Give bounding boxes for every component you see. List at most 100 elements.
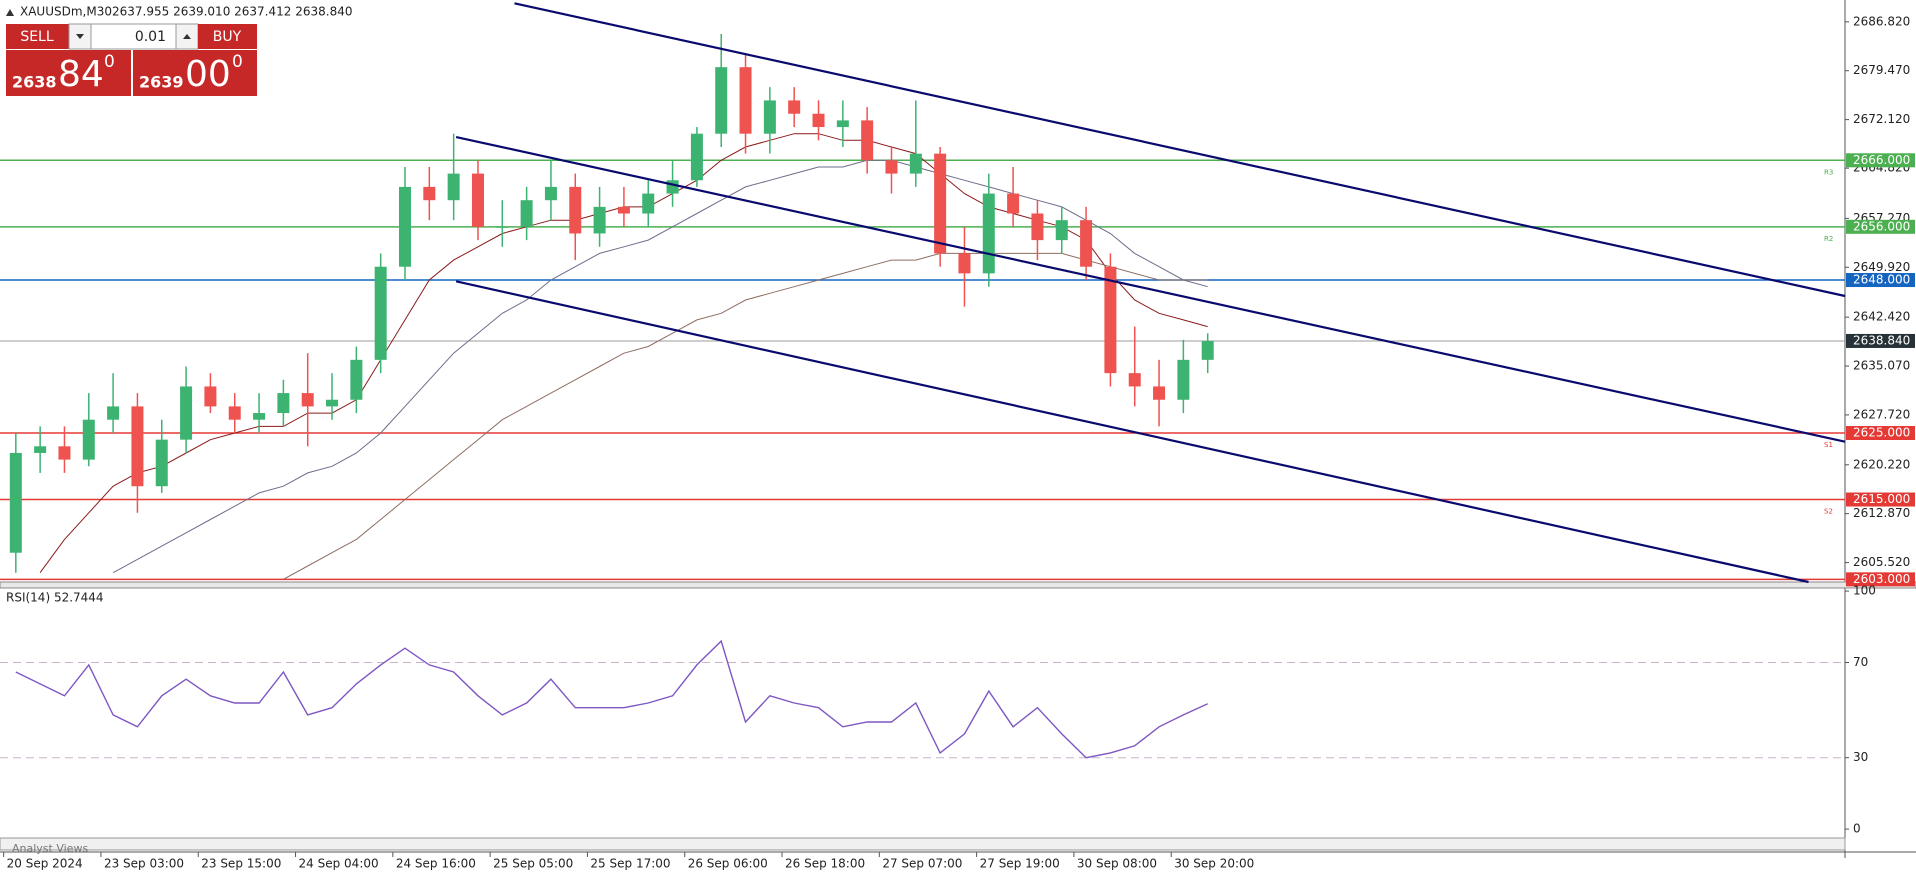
level-label-bg [1846, 426, 1915, 441]
candle-body [739, 67, 752, 134]
candle-body [131, 406, 144, 487]
lot-field[interactable] [90, 23, 177, 50]
level-label: 2648.000 [1853, 273, 1910, 287]
bid-big: 2638 [12, 73, 57, 92]
x-tick-label: 23 Sep 03:00 [104, 857, 184, 871]
candle-body [228, 406, 241, 420]
candle-body [1128, 373, 1141, 387]
candle-body [399, 186, 411, 267]
candle-body [1055, 220, 1068, 241]
candle-body [934, 153, 947, 254]
candle-body [666, 180, 679, 194]
y-tick-label: 0 [1853, 822, 1861, 836]
candle-body [155, 439, 168, 487]
lot-down-arrow [76, 34, 84, 39]
y-tick-label: 2642.420 [1853, 310, 1910, 324]
rsi-title: RSI(14) 52.7444 [6, 591, 104, 605]
x-tick-label: 27 Sep 07:00 [882, 857, 962, 871]
trendline [455, 280, 1809, 584]
y-tick-label: 2686.820 [1853, 14, 1910, 28]
x-tick-label: 24 Sep 16:00 [396, 857, 476, 871]
candle-body [82, 419, 95, 460]
level-label-bg [1846, 273, 1915, 288]
x-tick-label: 26 Sep 18:00 [785, 857, 865, 871]
candle-body [253, 413, 266, 420]
y-tick-label: 2605.520 [1853, 555, 1910, 569]
rsi-panel: 0 30 70 100 RSI(14) 52.7444 [0, 584, 1876, 836]
candle-body [447, 173, 460, 201]
candle-body [496, 226, 509, 228]
footer-tab[interactable]: Analyst Views [12, 842, 88, 855]
level-label: 2625.000 [1853, 426, 1910, 440]
ask-pips: 00 [185, 54, 231, 95]
y-tick-label: 2612.870 [1853, 506, 1910, 520]
bid-frac: 0 [104, 52, 115, 72]
y-tick-label: 2679.470 [1853, 63, 1910, 77]
ask-big: 2639 [139, 73, 184, 92]
header-ohlc: 2637.955 2639.010 2637.412 2638.840 [112, 5, 352, 19]
candle-body [1104, 266, 1117, 374]
lot-value: 0.01 [135, 29, 166, 45]
buy-button[interactable] [198, 24, 257, 49]
level-label: 2666.000 [1853, 153, 1910, 167]
symbol: XAUUSDm,M30 [20, 5, 112, 19]
level-marker: S1 [1824, 441, 1833, 449]
candle-body [471, 173, 484, 227]
x-tick-label: 25 Sep 17:00 [590, 857, 670, 871]
candle-body [909, 153, 922, 174]
ask-box[interactable] [133, 50, 257, 96]
candle-body [690, 133, 703, 181]
y-tick-label: 2635.070 [1853, 359, 1910, 373]
bid-pips: 84 [58, 54, 104, 95]
y-tick-label: 100 [1853, 584, 1876, 598]
y-tick-label: 30 [1853, 750, 1868, 764]
candle-body [301, 393, 314, 407]
candle-body [204, 386, 217, 407]
x-tick-label: 23 Sep 15:00 [201, 857, 281, 871]
moving-average [112, 159, 1208, 574]
level-marker: R2 [1824, 235, 1833, 243]
candle-body [1031, 213, 1044, 241]
bottom-strip [0, 837, 1846, 851]
candle-body [180, 386, 193, 440]
panel-separator [0, 581, 1916, 589]
level-label-bg [1846, 572, 1915, 587]
current-price-bg [1846, 333, 1915, 348]
x-tick-label: 25 Sep 05:00 [493, 857, 573, 871]
candle-body [1080, 220, 1093, 267]
candle-body [58, 446, 71, 460]
x-tick-label: 30 Sep 20:00 [1174, 857, 1254, 871]
candle-body [9, 452, 22, 553]
x-tick-label: 30 Sep 08:00 [1077, 857, 1157, 871]
candle-body [544, 186, 557, 201]
header-triangle [6, 9, 14, 16]
candle-body [958, 253, 971, 274]
sell-label: SELL [20, 29, 54, 45]
candle-body [1153, 386, 1166, 400]
candle-body [107, 406, 120, 420]
candle-body [1177, 359, 1190, 400]
candle-body [715, 67, 728, 134]
candle-body [788, 100, 801, 114]
level-label: 2656.000 [1853, 219, 1910, 233]
candle-body [520, 200, 533, 227]
candle-body [617, 206, 630, 214]
moving-average [283, 252, 1208, 580]
candle-body [350, 359, 363, 400]
bid-box[interactable] [6, 50, 131, 96]
level-label: 2603.000 [1853, 572, 1910, 586]
sell-button[interactable] [6, 24, 69, 49]
y-tick-label: 2627.720 [1853, 407, 1910, 421]
y-tick-label: 70 [1853, 655, 1868, 669]
candle-body [861, 120, 874, 161]
buy-label: BUY [213, 29, 242, 45]
x-tick-label: 24 Sep 04:00 [299, 857, 379, 871]
ask-frac: 0 [232, 52, 243, 72]
candle-body [593, 206, 606, 234]
current-price-label: 2638.840 [1853, 333, 1910, 347]
trendline [455, 135, 1846, 443]
candle-body [642, 193, 655, 214]
candle-body [277, 393, 290, 414]
